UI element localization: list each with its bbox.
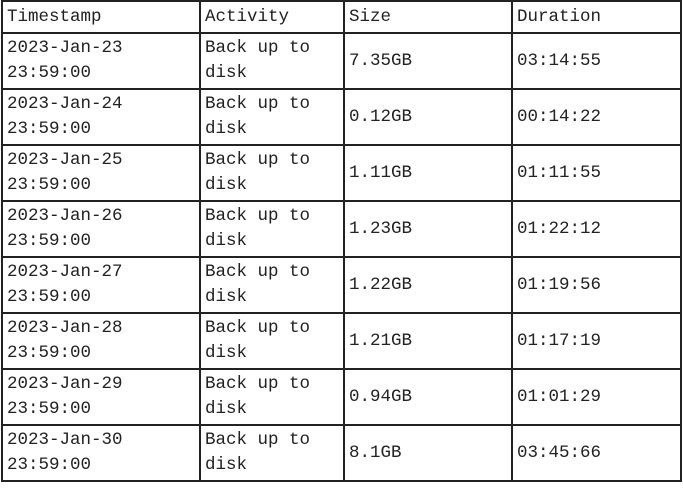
cell-size: 8.1GB: [343, 424, 513, 482]
activity-text: Back up to disk: [205, 206, 311, 251]
table-row: 2023-Jan-24 23:59:00 Back up to disk 0.12G…: [1, 88, 682, 146]
cell-timestamp: 2023-Jan-23 23:59:00: [1, 32, 201, 90]
cell-activity: Back up to disk: [199, 368, 345, 426]
cell-duration: 03:14:55: [511, 32, 682, 90]
cell-duration: 00:14:22: [511, 88, 682, 146]
cell-activity: Back up to disk: [199, 424, 345, 482]
size-text: 0.94GB: [349, 386, 413, 407]
timestamp-text: 2023-Jan-26 23:59:00: [7, 206, 123, 251]
table-row: 2023-Jan-28 23:59:00 Back up to disk 1.21G…: [1, 312, 682, 370]
cell-size: 1.21GB: [343, 312, 513, 370]
activity-text: Back up to disk: [205, 94, 311, 139]
size-text: 0.12GB: [349, 106, 413, 127]
cell-duration: 03:45:66: [511, 424, 682, 482]
table-row: 2023-Jan-23 23:59:00 Back up to disk 7.35G…: [1, 32, 682, 90]
cell-duration: 01:01:29: [511, 368, 682, 426]
size-text: 1.11GB: [349, 162, 413, 183]
cell-duration: 01:22:12: [511, 200, 682, 258]
timestamp-text: 2023-Jan-27 23:59:00: [7, 262, 123, 307]
cell-activity: Back up to disk: [199, 312, 345, 370]
activity-text: Back up to disk: [205, 430, 311, 475]
table-row: 2023-Jan-27 23:59:00 Back up to disk 1.22G…: [1, 256, 682, 314]
table-row: 2023-Jan-30 23:59:00 Back up to disk 8.1GB…: [1, 424, 682, 482]
timestamp-text: 2023-Jan-25 23:59:00: [7, 150, 123, 195]
table-header-row: Timestamp Activity Size Duration: [1, 0, 682, 34]
timestamp-text: 2023-Jan-23 23:59:00: [7, 38, 123, 83]
duration-text: 01:01:29: [517, 386, 602, 407]
timestamp-text: 2023-Jan-24 23:59:00: [7, 94, 123, 139]
cell-size: 1.23GB: [343, 200, 513, 258]
size-text: 1.21GB: [349, 330, 413, 351]
cell-timestamp: 2023-Jan-30 23:59:00: [1, 424, 201, 482]
cell-size: 1.11GB: [343, 144, 513, 202]
duration-text: 00:14:22: [517, 106, 602, 127]
cell-activity: Back up to disk: [199, 32, 345, 90]
duration-text: 01:22:12: [517, 218, 602, 239]
duration-text: 01:17:19: [517, 330, 602, 351]
timestamp-text: 2023-Jan-29 23:59:00: [7, 374, 123, 419]
table-row: 2023-Jan-29 23:59:00 Back up to disk 0.94G…: [1, 368, 682, 426]
size-text: 8.1GB: [349, 442, 402, 463]
cell-duration: 01:19:56: [511, 256, 682, 314]
size-text: 1.22GB: [349, 274, 413, 295]
duration-text: 01:19:56: [517, 274, 602, 295]
table-row: 2023-Jan-26 23:59:00 Back up to disk 1.23G…: [1, 200, 682, 258]
backup-log-table: Timestamp Activity Size Duration 2023-Ja…: [1, 0, 682, 482]
cell-timestamp: 2023-Jan-27 23:59:00: [1, 256, 201, 314]
cell-timestamp: 2023-Jan-25 23:59:00: [1, 144, 201, 202]
size-text: 7.35GB: [349, 50, 413, 71]
activity-text: Back up to disk: [205, 318, 311, 363]
cell-size: 7.35GB: [343, 32, 513, 90]
header-duration: Duration: [511, 0, 682, 34]
header-activity: Activity: [199, 0, 345, 34]
cell-size: 0.12GB: [343, 88, 513, 146]
activity-text: Back up to disk: [205, 150, 311, 195]
table-row: 2023-Jan-25 23:59:00 Back up to disk 1.11G…: [1, 144, 682, 202]
cell-timestamp: 2023-Jan-28 23:59:00: [1, 312, 201, 370]
cell-timestamp: 2023-Jan-29 23:59:00: [1, 368, 201, 426]
duration-text: 03:45:66: [517, 442, 602, 463]
header-timestamp: Timestamp: [1, 0, 201, 34]
timestamp-text: 2023-Jan-30 23:59:00: [7, 430, 123, 475]
activity-text: Back up to disk: [205, 38, 311, 83]
cell-activity: Back up to disk: [199, 88, 345, 146]
cell-size: 0.94GB: [343, 368, 513, 426]
duration-text: 03:14:55: [517, 50, 602, 71]
cell-activity: Back up to disk: [199, 256, 345, 314]
activity-text: Back up to disk: [205, 374, 311, 419]
header-size: Size: [343, 0, 513, 34]
cell-duration: 01:11:55: [511, 144, 682, 202]
cell-timestamp: 2023-Jan-26 23:59:00: [1, 200, 201, 258]
cell-size: 1.22GB: [343, 256, 513, 314]
cell-duration: 01:17:19: [511, 312, 682, 370]
duration-text: 01:11:55: [517, 162, 602, 183]
activity-text: Back up to disk: [205, 262, 311, 307]
cell-timestamp: 2023-Jan-24 23:59:00: [1, 88, 201, 146]
cell-activity: Back up to disk: [199, 144, 345, 202]
timestamp-text: 2023-Jan-28 23:59:00: [7, 318, 123, 363]
size-text: 1.23GB: [349, 218, 413, 239]
cell-activity: Back up to disk: [199, 200, 345, 258]
